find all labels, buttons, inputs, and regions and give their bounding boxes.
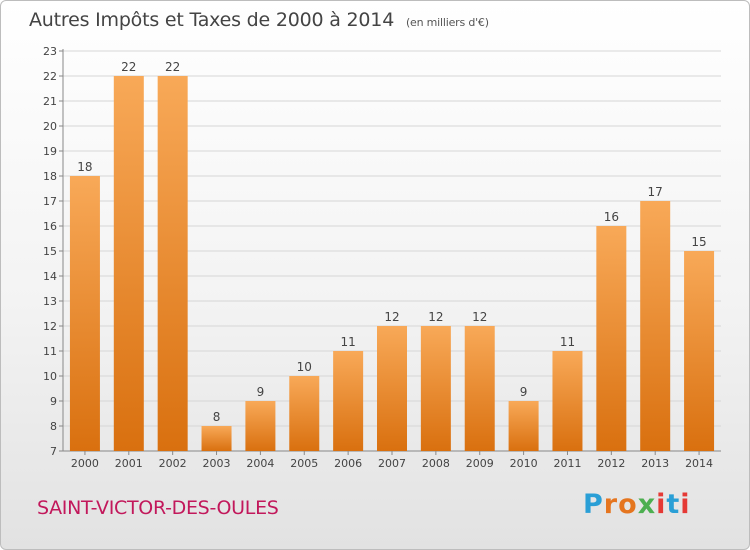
x-tick-label: 2004 <box>246 457 274 470</box>
y-tick-label: 15 <box>43 245 57 258</box>
logo-letter: o <box>618 489 638 520</box>
chart-subtitle: (en milliers d'€) <box>405 16 489 29</box>
x-tick-label: 2002 <box>159 457 187 470</box>
logo-letter: r <box>603 489 619 520</box>
logo-letter: i <box>680 489 691 520</box>
y-tick-label: 8 <box>50 420 57 433</box>
y-tick-label: 17 <box>43 195 57 208</box>
bar-value-label: 11 <box>560 335 575 349</box>
chart-title: Autres Impôts et Taxes de 2000 à 2014 <box>29 9 395 31</box>
proxiti-logo[interactable]: Proxiti <box>583 489 691 520</box>
x-tick-label: 2005 <box>290 457 318 470</box>
bar <box>508 401 539 451</box>
bar <box>333 351 364 451</box>
y-tick-label: 22 <box>43 70 57 83</box>
x-tick-label: 2014 <box>685 457 713 470</box>
bar-layer <box>69 76 715 451</box>
bar-value-label: 12 <box>428 310 443 324</box>
x-tick-label: 2001 <box>115 457 143 470</box>
logo-letter: x <box>637 489 657 520</box>
x-tick-label: 2013 <box>641 457 669 470</box>
y-tick-label: 20 <box>43 120 57 133</box>
bar-value-label: 12 <box>472 310 487 324</box>
bar-value-label: 15 <box>691 235 706 249</box>
y-tick-label: 18 <box>43 170 57 183</box>
label-layer: 18 22 22 8 9 10 11 12 12 12 9 11 16 17 15 <box>77 60 706 424</box>
bar-value-label: 22 <box>121 60 136 74</box>
bar <box>640 201 671 451</box>
logo-letter: t <box>666 489 681 520</box>
y-tick-label: 11 <box>43 345 57 358</box>
y-tick-label: 7 <box>50 445 57 458</box>
x-tick-label: 2007 <box>378 457 406 470</box>
bar-value-label: 12 <box>384 310 399 324</box>
x-tick-label: 2011 <box>553 457 581 470</box>
chart-title-block: Autres Impôts et Taxes de 2000 à 2014 (e… <box>29 9 489 31</box>
y-tick-label: 19 <box>43 145 57 158</box>
bar <box>157 76 188 451</box>
bar-value-label: 11 <box>340 335 355 349</box>
x-tick-label: 2012 <box>597 457 625 470</box>
y-tick-label: 12 <box>43 320 57 333</box>
x-tick-label: 2010 <box>510 457 538 470</box>
bar-value-label: 22 <box>165 60 180 74</box>
bar-value-label: 16 <box>604 210 619 224</box>
y-tick-label: 10 <box>43 370 57 383</box>
bar-value-label: 10 <box>297 360 312 374</box>
bar <box>684 251 715 451</box>
bar-value-label: 9 <box>257 385 265 399</box>
bar <box>377 326 407 451</box>
x-tick-label: 2009 <box>466 457 494 470</box>
x-tick-label: 2006 <box>334 457 362 470</box>
bar <box>420 326 451 451</box>
y-tick-label: 13 <box>43 295 57 308</box>
x-tick-label: 2003 <box>203 457 231 470</box>
bar <box>113 76 144 451</box>
y-tick-label: 16 <box>43 220 57 233</box>
logo-letter: i <box>656 489 667 520</box>
bar <box>69 176 100 451</box>
bar <box>552 351 583 451</box>
bar <box>464 326 495 451</box>
bar-value-label: 9 <box>520 385 528 399</box>
y-tick-label: 9 <box>50 395 57 408</box>
x-tick-label: 2000 <box>71 457 99 470</box>
axis-layer: 7 8 9 10 11 12 13 14 15 16 17 18 19 20 21 22 23 2000 2001 2… <box>43 45 721 470</box>
bar <box>245 401 276 451</box>
bar-value-label: 18 <box>77 160 92 174</box>
bar-value-label: 8 <box>213 410 221 424</box>
y-tick-label: 14 <box>43 270 57 283</box>
commune-name: SAINT-VICTOR-DES-OULES <box>37 497 279 519</box>
y-tick-label: 23 <box>43 45 57 58</box>
bar-value-label: 17 <box>648 185 663 199</box>
bar <box>289 376 320 451</box>
bar <box>596 226 627 451</box>
x-tick-label: 2008 <box>422 457 450 470</box>
logo-letter: P <box>583 489 604 520</box>
bar <box>201 426 232 451</box>
y-tick-label: 21 <box>43 95 57 108</box>
